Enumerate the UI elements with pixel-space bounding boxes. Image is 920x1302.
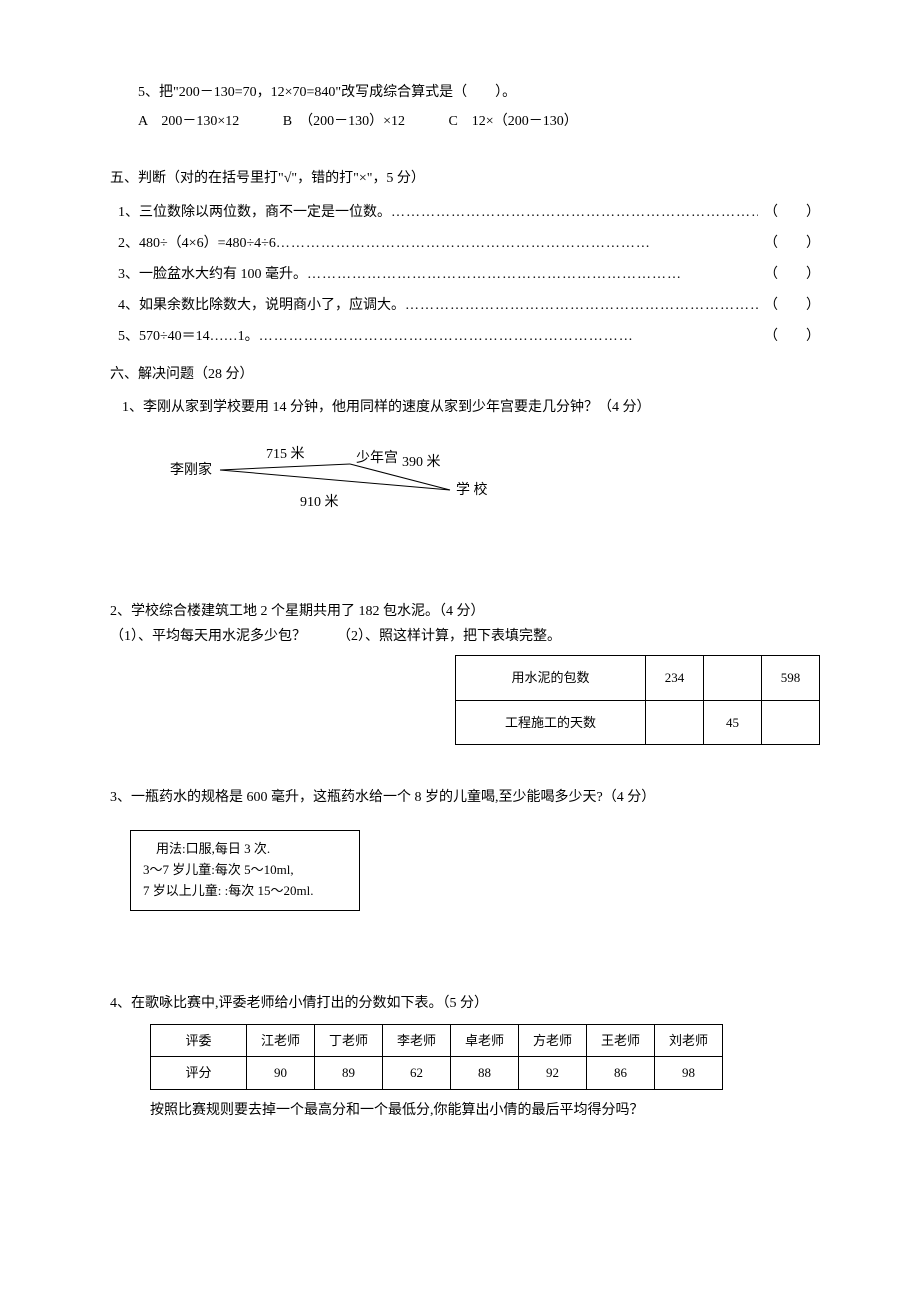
score-h0: 评委 — [151, 1024, 247, 1056]
problem-4-text: 4、在歌咏比赛中,评委老师给小倩打出的分数如下表。（5 分） — [110, 991, 820, 1016]
cement-r1c1: 234 — [646, 656, 704, 700]
score-h5: 方老师 — [519, 1024, 587, 1056]
score-r5: 92 — [519, 1057, 587, 1089]
distance-diagram-svg: 李刚家 少年宫 学 校 715 米 390 米 910 米 — [170, 440, 510, 530]
problem-3-text: 3、一瓶药水的规格是 600 毫升，这瓶药水给一个 8 岁的儿童喝,至少能喝多少… — [110, 785, 820, 810]
score-r3: 62 — [383, 1057, 451, 1089]
problem-4-footer: 按照比赛规则要去掉一个最高分和一个最低分,你能算出小倩的最后平均得分吗？ — [110, 1098, 820, 1123]
problem-2-sub2: （2）、照这样计算，把下表填完整。 — [337, 629, 561, 644]
score-r6: 86 — [587, 1057, 655, 1089]
diagram-dist3: 910 米 — [300, 494, 339, 510]
problem-2-subs: （1）、平均每天用水泥多少包？ （2）、照这样计算，把下表填完整。 — [110, 624, 820, 649]
judge-dots: ………………………………………………………………… — [307, 262, 758, 287]
score-h4: 卓老师 — [451, 1024, 519, 1056]
judge-dots: ………………………………………………………………… — [405, 293, 758, 318]
score-r4: 88 — [451, 1057, 519, 1089]
judge-item-5: 5、570÷40＝14……1。 ………………………………………………………………… — [110, 324, 820, 349]
judge-text: 1、三位数除以两位数，商不一定是一位数。 — [118, 200, 391, 225]
problem-1-text: 1、李刚从家到学校要用 14 分钟，他用同样的速度从家到少年宫要走几分钟？（4 … — [110, 395, 820, 420]
q5-choice-a: A 200－130×12 — [138, 109, 239, 134]
q5-choices: A 200－130×12 B （200－130）×12 C 12×（200－13… — [110, 109, 820, 134]
medicine-line1: 用法:口服,每日 3 次. — [143, 839, 347, 860]
judge-paren: （ ） — [758, 293, 820, 318]
table-row: 评分 90 89 62 88 92 86 98 — [151, 1057, 723, 1089]
cement-r2c2: 45 — [704, 700, 762, 744]
medicine-line3: 7 岁以上儿童: :每次 15～20ml. — [143, 881, 347, 902]
cement-r1c2 — [704, 656, 762, 700]
score-r0: 评分 — [151, 1057, 247, 1089]
score-h7: 刘老师 — [655, 1024, 723, 1056]
judge-dots: ………………………………………………………………… — [391, 200, 758, 225]
score-r7: 98 — [655, 1057, 723, 1089]
judge-item-1: 1、三位数除以两位数，商不一定是一位数。 …………………………………………………… — [110, 200, 820, 225]
judge-text: 5、570÷40＝14……1。 — [118, 324, 259, 349]
score-h6: 王老师 — [587, 1024, 655, 1056]
table-row: 工程施工的天数 45 — [456, 700, 820, 744]
score-h3: 李老师 — [383, 1024, 451, 1056]
judge-dots: ………………………………………………………………… — [276, 231, 758, 256]
judge-paren: （ ） — [758, 231, 820, 256]
q5-choice-b: B （200－130）×12 — [283, 109, 405, 134]
score-r1: 90 — [247, 1057, 315, 1089]
diagram-school-label: 学 校 — [456, 481, 488, 498]
section6-header: 六、解决问题（28 分） — [110, 362, 820, 387]
medicine-instructions-box: 用法:口服,每日 3 次. 3～7 岁儿童:每次 5～10ml, 7 岁以上儿童… — [130, 830, 360, 910]
judge-paren: （ ） — [758, 262, 820, 287]
diagram-center-label: 少年宫 — [356, 450, 398, 466]
q5-choice-c: C 12×（200－130） — [448, 109, 577, 134]
problem-2-sub1: （1）、平均每天用水泥多少包？ — [110, 629, 306, 644]
judge-text: 4、如果余数比除数大，说明商小了，应调大。 — [118, 293, 405, 318]
cement-r1c3: 598 — [762, 656, 820, 700]
q5-stem: 5、把"200－130=70，12×70=840"改写成综合算式是（ ）。 — [110, 80, 820, 105]
judge-text: 2、480÷（4×6）=480÷4÷6 — [118, 231, 276, 256]
judge-paren: （ ） — [758, 200, 820, 225]
score-r2: 89 — [315, 1057, 383, 1089]
diagram-dist1: 715 米 — [266, 446, 305, 462]
diagram-home-label: 李刚家 — [170, 461, 212, 478]
score-table: 评委 江老师 丁老师 李老师 卓老师 方老师 王老师 刘老师 评分 90 89 … — [150, 1024, 723, 1090]
medicine-line2: 3～7 岁儿童:每次 5～10ml, — [143, 860, 347, 881]
score-h2: 丁老师 — [315, 1024, 383, 1056]
score-h1: 江老师 — [247, 1024, 315, 1056]
cement-table: 用水泥的包数 234 598 工程施工的天数 45 — [455, 655, 820, 745]
judge-paren: （ ） — [758, 324, 820, 349]
table-row: 用水泥的包数 234 598 — [456, 656, 820, 700]
judge-item-2: 2、480÷（4×6）=480÷4÷6 ……………………………………………………… — [110, 231, 820, 256]
judge-item-4: 4、如果余数比除数大，说明商小了，应调大。 ………………………………………………… — [110, 293, 820, 318]
cement-row1-label: 用水泥的包数 — [456, 656, 646, 700]
judge-text: 3、一脸盆水大约有 100 毫升。 — [118, 262, 307, 287]
judge-item-3: 3、一脸盆水大约有 100 毫升。 …………………………………………………………… — [110, 262, 820, 287]
problem-2-text: 2、学校综合楼建筑工地 2 个星期共用了 182 包水泥。（4 分） — [110, 599, 820, 624]
diagram-dist2: 390 米 — [402, 454, 441, 470]
problem-1-diagram: 李刚家 少年宫 学 校 715 米 390 米 910 米 — [110, 440, 820, 539]
cement-row2-label: 工程施工的天数 — [456, 700, 646, 744]
cement-r2c3 — [762, 700, 820, 744]
section5-header: 五、判断（对的在括号里打"√"，错的打"×"，5 分） — [110, 166, 820, 191]
judge-dots: ………………………………………………………………… — [259, 324, 758, 349]
table-row: 评委 江老师 丁老师 李老师 卓老师 方老师 王老师 刘老师 — [151, 1024, 723, 1056]
cement-r2c1 — [646, 700, 704, 744]
